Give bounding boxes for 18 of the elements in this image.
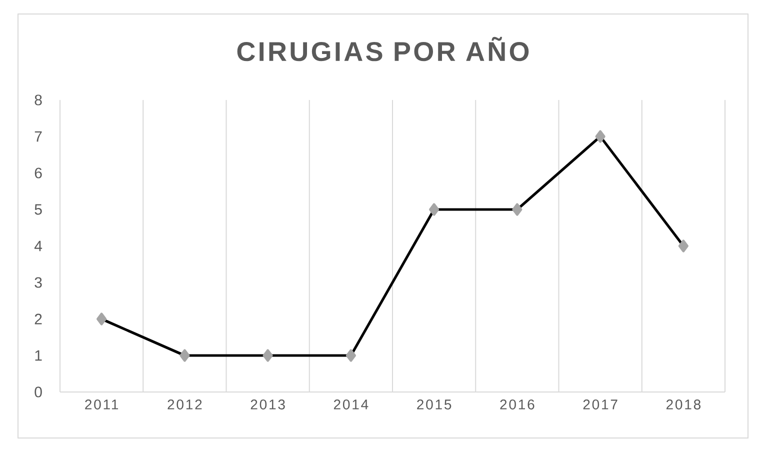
y-tick-label: 2	[34, 314, 42, 324]
x-tick-label: 2012	[168, 400, 202, 410]
x-tick-label: 2018	[666, 400, 700, 410]
y-tick-label: 8	[34, 94, 42, 106]
x-tick-label: 2014	[334, 400, 368, 410]
x-tick-label: 2016	[500, 400, 534, 410]
x-tick-label: 2017	[583, 400, 618, 410]
y-tick-label: 1	[35, 350, 42, 361]
y-tick-label: 7	[34, 131, 42, 142]
y-tick-label: 4	[34, 240, 42, 252]
y-tick-label: 5	[34, 204, 42, 215]
y-tick-label: 0	[34, 386, 42, 398]
y-tick-label: 3	[34, 277, 42, 288]
x-tick-label: 2015	[417, 400, 452, 410]
x-tick-label: 2013	[250, 400, 285, 410]
x-tick-label: 2011	[85, 400, 118, 410]
y-tick-label: 6	[34, 168, 42, 178]
chart-title: CIRUGIAS POR AÑO	[237, 36, 529, 62]
